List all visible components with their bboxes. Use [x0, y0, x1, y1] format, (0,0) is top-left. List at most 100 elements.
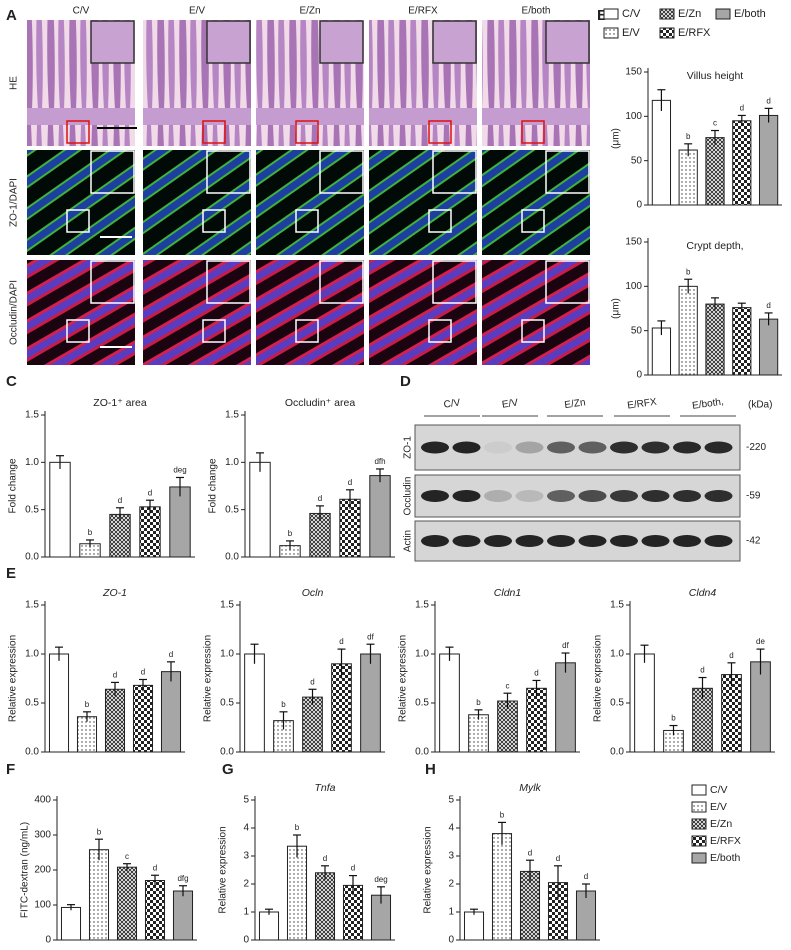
significance-label: b	[686, 267, 691, 276]
significance-label: d	[118, 496, 122, 505]
significance-label: d	[740, 104, 744, 113]
blot-band	[547, 535, 575, 547]
significance-label: b	[686, 132, 691, 141]
y-tick-label: 0.0	[25, 552, 39, 563]
bar	[439, 653, 460, 753]
blot-band	[578, 490, 607, 502]
significance-label: deg	[173, 466, 186, 475]
significance-label: d	[351, 864, 355, 873]
y-tick-label: 0.0	[25, 747, 39, 758]
significance-label: d	[153, 863, 157, 872]
y-tick-label: 1.5	[610, 600, 624, 611]
y-axis-label: Relative expression	[218, 826, 229, 913]
zoom-box	[428, 319, 452, 343]
bar	[48, 653, 70, 753]
bar	[314, 872, 336, 941]
significance-label: d	[729, 651, 733, 660]
bar	[575, 890, 597, 941]
legend-swatch	[603, 8, 619, 20]
micrograph	[256, 260, 364, 365]
y-tick-label: 50	[631, 325, 643, 336]
bar	[49, 461, 71, 558]
bar	[651, 99, 672, 206]
bar	[244, 653, 265, 753]
size-label: -220	[746, 442, 766, 453]
y-tick-label: 0.5	[415, 698, 429, 709]
bar	[258, 911, 280, 941]
blot-band	[610, 535, 638, 547]
y-tick-label: 1.5	[220, 600, 234, 611]
y-tick-label: 1.5	[415, 600, 429, 611]
significance-label: d	[113, 671, 117, 680]
chart-title: Cldn1	[494, 587, 521, 599]
zoom-box	[521, 120, 545, 144]
legend-swatch	[659, 8, 675, 20]
legend-label: E/V	[710, 801, 727, 813]
row-label: ZO-1/DAPI	[9, 178, 20, 227]
blot-band	[578, 535, 607, 547]
micrograph	[27, 150, 135, 255]
blot-band	[484, 490, 512, 502]
micrograph	[482, 150, 590, 255]
zoom-box	[428, 209, 452, 233]
blot-band	[484, 535, 512, 547]
y-tick-label: 1.0	[25, 649, 39, 660]
lane-label: E/Zn	[564, 397, 586, 411]
chart-title: Mylk	[519, 782, 541, 794]
bar	[750, 661, 771, 753]
y-axis-label: (μm)	[611, 128, 622, 149]
legend-swatch	[691, 801, 707, 813]
column-label: E/both	[522, 6, 551, 17]
y-tick-label: 2	[448, 879, 454, 890]
legend-label: C/V	[710, 784, 728, 796]
panel-letter: A	[6, 7, 17, 24]
inset	[432, 20, 477, 64]
blot-band	[610, 441, 638, 454]
bar	[172, 890, 194, 941]
blot-band	[515, 490, 544, 502]
significance-label: d	[348, 478, 352, 487]
y-tick-label: 1.0	[610, 649, 624, 660]
bar	[132, 684, 154, 753]
inset	[90, 150, 135, 194]
significance-label: dfg	[177, 874, 188, 883]
blot-band	[452, 441, 481, 454]
micrograph	[369, 260, 477, 365]
blot-band	[547, 441, 575, 454]
micrograph	[482, 260, 590, 365]
column-label: E/RFX	[408, 6, 438, 17]
legend-label: E/RFX	[710, 835, 741, 847]
y-axis-label: Relative expression	[203, 635, 214, 722]
y-tick-label: 5	[243, 795, 249, 806]
chart-title: Crypt depth,	[686, 240, 743, 252]
legend-label: E/both	[734, 8, 766, 20]
micrograph	[143, 150, 251, 255]
panel-letter: B	[597, 7, 608, 24]
protein-label: Occludin	[403, 477, 414, 516]
bar	[104, 688, 126, 753]
y-tick-label: 100	[625, 111, 642, 122]
bar	[60, 906, 82, 941]
column-label: E/Zn	[299, 6, 320, 17]
micrograph	[27, 260, 135, 365]
inset	[545, 20, 590, 64]
y-tick-label: 150	[625, 67, 642, 78]
bar	[144, 880, 166, 941]
inset	[319, 260, 364, 304]
y-axis-label: Relative expression	[398, 635, 409, 722]
bar	[369, 475, 391, 558]
significance-label: df	[367, 632, 374, 641]
significance-label: b	[97, 827, 102, 836]
bar	[160, 671, 182, 753]
bar	[76, 716, 98, 753]
panel-letter: C	[6, 373, 17, 390]
zoom-box	[66, 209, 90, 233]
bar	[758, 114, 779, 206]
y-axis-label: Fold change	[8, 458, 19, 513]
blot-band	[547, 490, 575, 502]
significance-label: d	[534, 669, 538, 678]
row-label: HE	[9, 76, 20, 90]
legend-swatch	[691, 852, 707, 864]
chart-title: Cldn4	[689, 587, 717, 599]
y-axis-label: Relative expression	[423, 826, 434, 913]
